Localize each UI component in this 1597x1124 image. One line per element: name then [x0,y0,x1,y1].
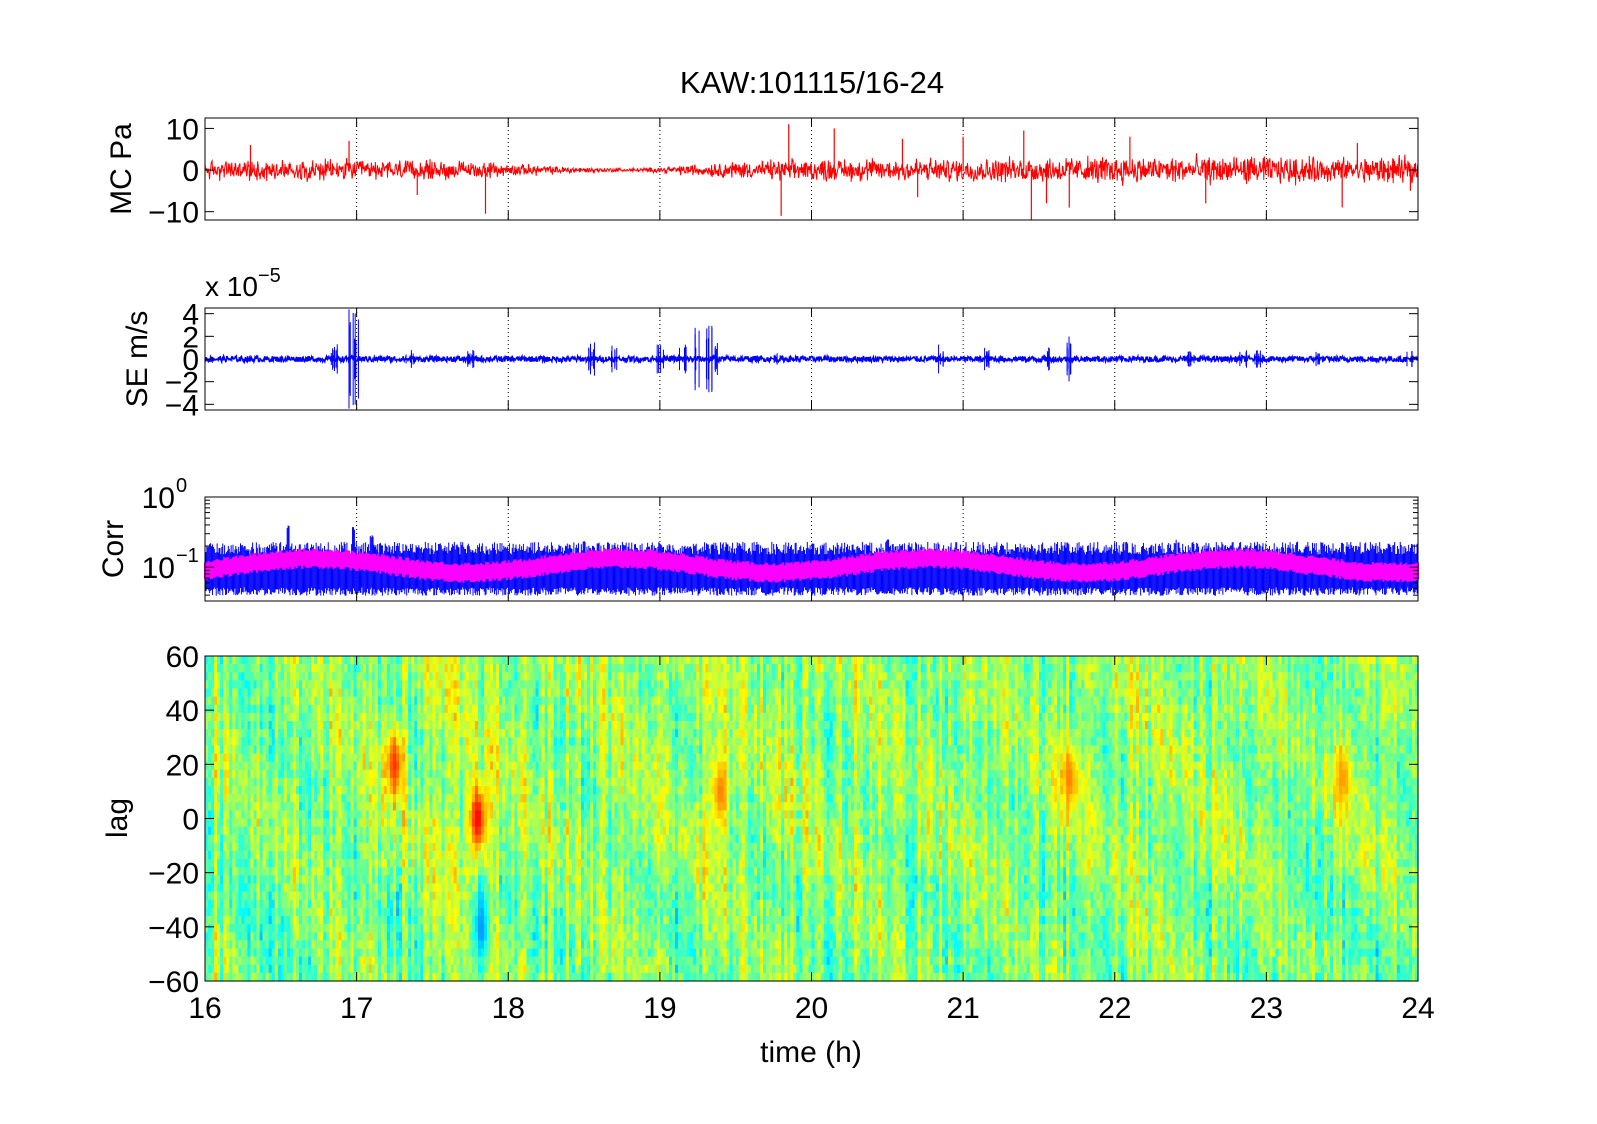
y-tick-label: 10 [142,482,175,515]
mc-y-axis-label: MC Pa [105,123,138,215]
figure-title: KAW:101115/16-24 [680,65,944,100]
se-y-axis-label: SE m/s [121,311,154,408]
y-tick-label: 0 [182,155,199,188]
y-tick-exponent: 0 [176,475,187,497]
y-tick-label: 4 [182,299,199,332]
y-tick-label: 10 [142,552,175,585]
se-multiplier-base: x 10 [205,271,258,302]
y-tick-label: 10 [166,113,199,146]
y-tick-exponent: −1 [176,545,199,567]
y-tick-label: −10 [148,197,199,230]
corr-y-axis-label: Corr [97,520,130,578]
se-multiplier-exponent: −5 [258,265,281,287]
lag-heatmap [205,656,1419,982]
